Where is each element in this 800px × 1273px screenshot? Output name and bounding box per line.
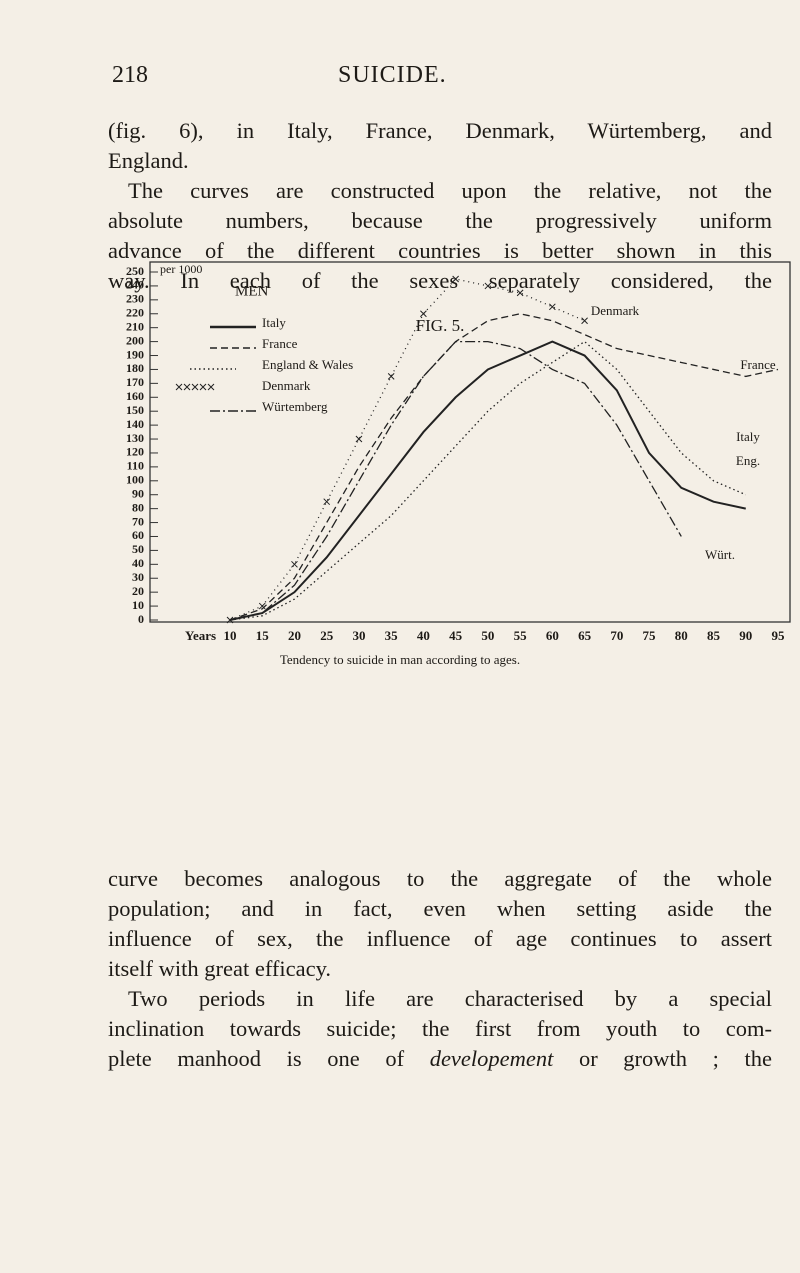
y-tick-label: 190: [126, 347, 144, 361]
y-tick-label: 100: [126, 473, 144, 487]
legend-swatch: [175, 383, 183, 391]
body-line: The curves are constructed upon the rela…: [128, 178, 772, 203]
legend-swatch: [199, 383, 207, 391]
x-tick-label: 30: [352, 628, 365, 643]
body-line: (fig. 6), in Italy, France, Denmark, Wür…: [108, 118, 772, 143]
x-tick-label: 35: [385, 628, 399, 643]
body-line: Two periods in life are characterised by…: [128, 986, 772, 1011]
y-tick-label: 30: [132, 570, 144, 584]
marker: [581, 317, 588, 325]
text: or growth ; the: [553, 1046, 772, 1071]
y-tick-label: 80: [132, 500, 144, 514]
y-tick-label: 110: [127, 459, 144, 473]
text: plete manhood is one of: [108, 1046, 430, 1071]
x-tick-label: 80: [675, 628, 688, 643]
x-tick-label: 45: [449, 628, 463, 643]
body-line: population; and in fact, even when setti…: [108, 896, 772, 921]
body-line: curve becomes analogous to the aggregate…: [108, 866, 772, 891]
legend-swatch: [183, 383, 191, 391]
body-line: influence of sex, the influence of age c…: [108, 926, 772, 951]
x-tick-label: 15: [256, 628, 270, 643]
marker: [355, 435, 363, 443]
series-line: [229, 340, 682, 621]
y-tick-label: 40: [132, 556, 144, 570]
annotation: Würt.: [705, 547, 735, 562]
marker: [323, 498, 331, 506]
figure-label: FIG. 5.: [415, 316, 465, 335]
caption: Tendency to suicide in man according to …: [280, 652, 520, 667]
legend-label: Denmark: [262, 378, 311, 393]
x-tick-label: 95: [772, 628, 786, 643]
x-axis-label: Years: [185, 628, 216, 643]
series-line: [229, 340, 746, 621]
y-tick-label: 250: [126, 264, 144, 278]
y-tick-label: 220: [126, 306, 144, 320]
annotation: France: [740, 357, 776, 372]
x-tick-label: 85: [707, 628, 721, 643]
series-line: [229, 278, 585, 621]
body-line: inclination towards suicide; the first f…: [108, 1016, 772, 1041]
body-line: itself with great efficacy.: [108, 956, 332, 981]
y-tick-label: 60: [132, 528, 144, 542]
marker: [387, 373, 395, 380]
x-tick-label: 70: [610, 628, 623, 643]
y-tick-label: 160: [126, 389, 144, 403]
chart-frame: [149, 261, 791, 623]
legend-swatch: [207, 383, 215, 391]
marker: [516, 289, 524, 297]
x-tick-label: 55: [514, 628, 528, 643]
y-tick-label: 150: [126, 403, 144, 417]
body-line: absolute numbers, because the progressiv…: [108, 208, 772, 233]
body-line: plete manhood is one of developement or …: [108, 1045, 772, 1073]
y-tick-label: 200: [126, 333, 144, 347]
x-tick-label: 20: [288, 628, 301, 643]
marker: [291, 560, 298, 568]
unit-label: per 1000: [160, 262, 202, 276]
chart: per 1000 MEN Years Tendency to suicide i…: [126, 261, 791, 667]
y-tick-label: 50: [132, 542, 144, 556]
y-tick-label: 70: [132, 514, 144, 528]
emphasis: developement: [429, 1046, 554, 1071]
y-tick-label: 130: [126, 431, 144, 445]
x-tick-label: 90: [739, 628, 752, 643]
y-tick-label: 140: [126, 417, 144, 431]
annotation: Denmark: [591, 303, 640, 318]
y-tick-label: 170: [126, 375, 144, 389]
annotation: Italy: [736, 429, 760, 444]
legend-title: MEN: [235, 283, 269, 299]
y-tick-label: 240: [126, 278, 144, 292]
x-tick-label: 25: [320, 628, 334, 643]
x-tick-label: 50: [481, 628, 494, 643]
x-tick-label: 65: [578, 628, 592, 643]
legend-label: France: [262, 336, 298, 351]
y-tick-label: 10: [132, 598, 144, 612]
running-title: SUICIDE.: [338, 62, 447, 88]
x-tick-label: 60: [546, 628, 559, 643]
series-line: [229, 340, 747, 621]
body-line: advance of the different countries is be…: [108, 238, 772, 263]
y-tick-label: 20: [132, 584, 144, 598]
y-tick-label: 180: [126, 361, 144, 375]
body-line: way. In each of the sexes separately con…: [108, 268, 772, 293]
marker: [452, 275, 460, 283]
x-tick-label: 40: [417, 628, 430, 643]
y-tick-label: 210: [126, 319, 144, 333]
y-tick-label: 120: [126, 445, 144, 459]
annotation: Eng.: [736, 453, 760, 468]
legend-label: England & Wales: [262, 357, 353, 372]
legend-swatch: [191, 383, 199, 391]
y-tick-label: 230: [126, 292, 144, 306]
page-number: 218: [112, 62, 148, 88]
body-line: England.: [108, 148, 189, 173]
y-tick-label: 90: [132, 486, 144, 500]
y-tick-label: 0: [138, 612, 144, 626]
x-tick-label: 75: [643, 628, 657, 643]
legend-label: Italy: [262, 315, 286, 330]
x-tick-label: 10: [224, 628, 237, 643]
marker: [420, 310, 427, 318]
series-line: [229, 313, 779, 621]
legend-label: Würtemberg: [262, 399, 328, 414]
marker: [548, 303, 556, 311]
